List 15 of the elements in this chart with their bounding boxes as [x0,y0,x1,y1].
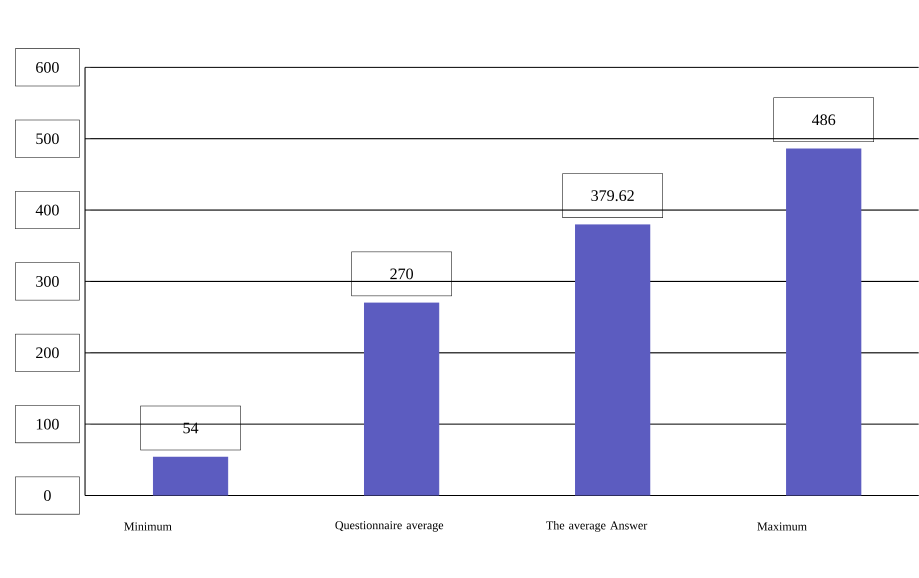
y-tick-label: 400 [36,204,59,216]
y-tick-label: 100 [36,418,59,430]
x-tick-label: Questionnaire average [335,521,444,532]
y-tick-label: 200 [36,347,59,358]
y-tick-label: 0 [44,490,51,501]
data-label: 486 [812,114,836,126]
data-label: 379.62 [591,190,634,201]
data-label: 270 [390,268,413,280]
y-tick-label: 300 [36,276,59,287]
y-tick-label: 500 [36,133,59,144]
x-tick-label: Minimum [124,522,172,530]
x-tick-label: The average Answer [546,520,648,532]
x-tick-label: Maximum [757,522,807,530]
data-label: 54 [183,422,198,434]
y-tick-label: 600 [36,62,59,73]
